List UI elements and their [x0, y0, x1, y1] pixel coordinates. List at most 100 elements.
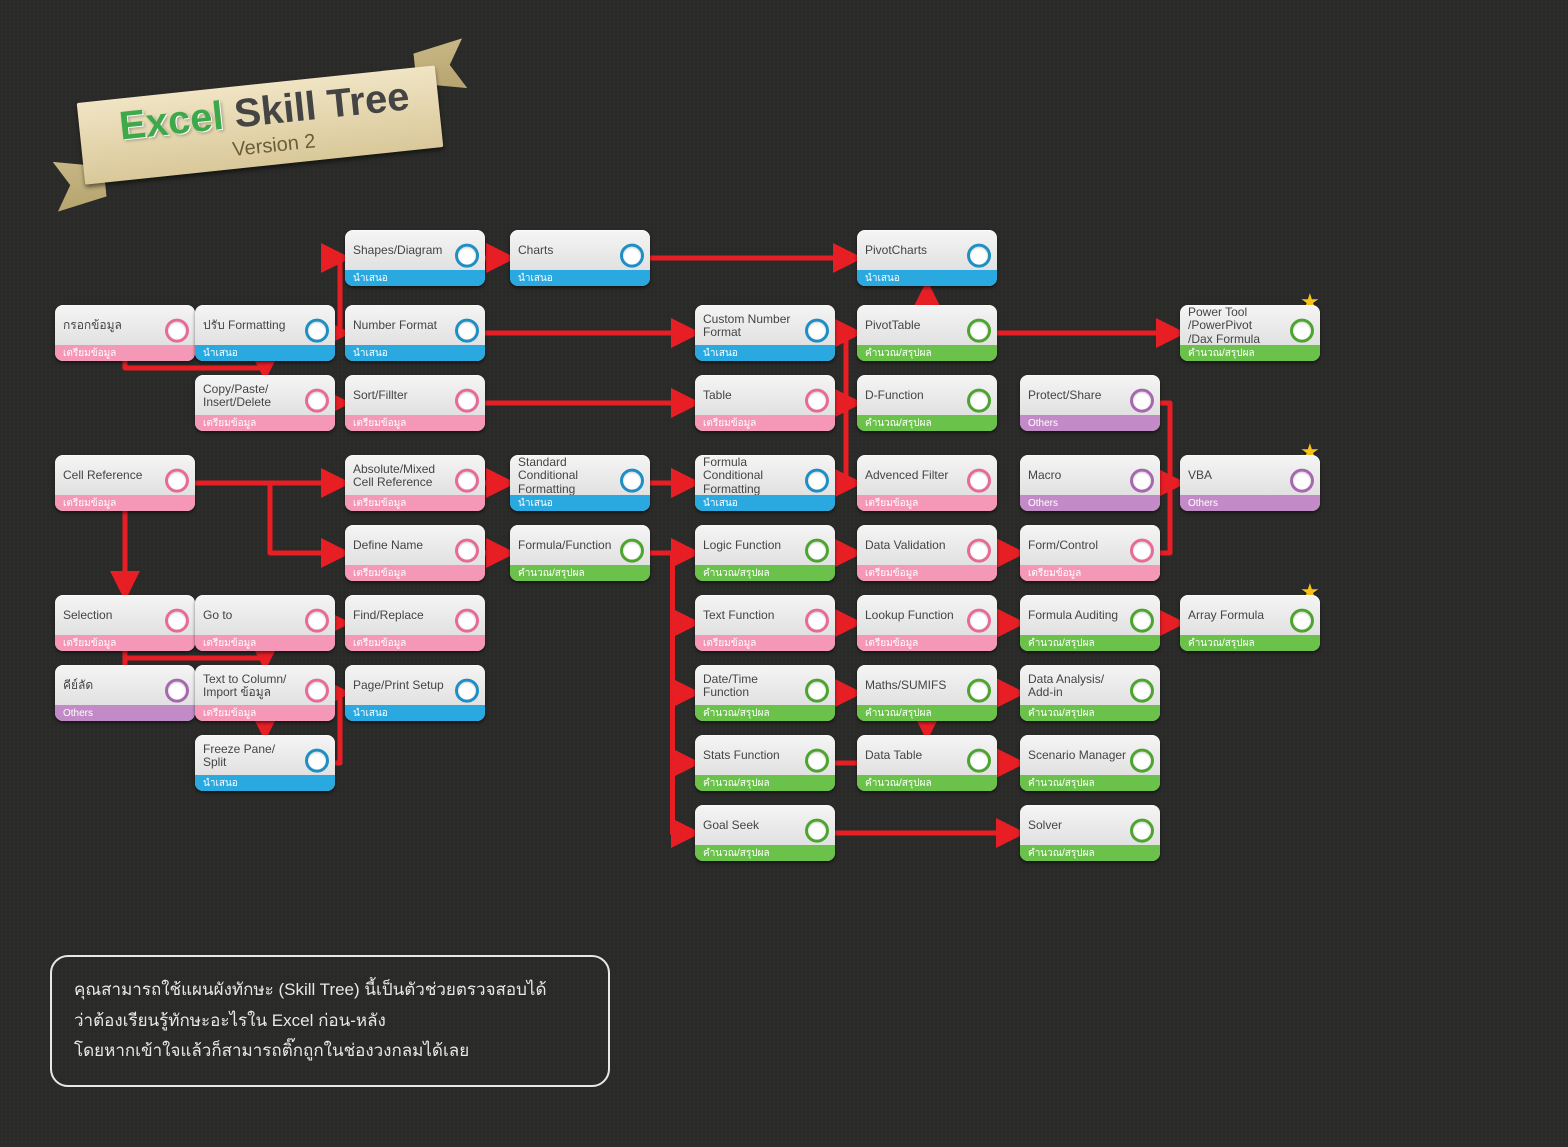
check-circle[interactable] — [305, 679, 329, 703]
check-circle[interactable] — [967, 539, 991, 563]
skill-node: Data Analysis/ Add-inคำนวณ/สรุปผล — [1020, 665, 1160, 721]
skill-node: ปรับ Formattingนำเสนอ — [195, 305, 335, 361]
check-circle[interactable] — [455, 679, 479, 703]
node-label: Text Function — [703, 599, 805, 633]
node-label: Maths/SUMIFS — [865, 669, 967, 703]
skill-node: คีย์ลัดOthers — [55, 665, 195, 721]
skill-node: กรอกข้อมูลเตรียมข้อมูล — [55, 305, 195, 361]
node-label: VBA — [1188, 459, 1290, 493]
node-category: เตรียมข้อมูล — [857, 565, 997, 581]
check-circle[interactable] — [1290, 609, 1314, 633]
check-circle[interactable] — [165, 319, 189, 343]
skill-node: Shapes/Diagramนำเสนอ — [345, 230, 485, 286]
check-circle[interactable] — [1290, 319, 1314, 343]
check-circle[interactable] — [455, 469, 479, 493]
check-circle[interactable] — [165, 609, 189, 633]
skill-node: Formula/Functionคำนวณ/สรุปผล — [510, 525, 650, 581]
check-circle[interactable] — [967, 609, 991, 633]
check-circle[interactable] — [967, 319, 991, 343]
node-category: นำเสนอ — [857, 270, 997, 286]
check-circle[interactable] — [620, 469, 644, 493]
edge — [195, 483, 345, 553]
check-circle[interactable] — [455, 609, 479, 633]
node-label: Macro — [1028, 459, 1130, 493]
check-circle[interactable] — [967, 749, 991, 773]
check-circle[interactable] — [305, 749, 329, 773]
check-circle[interactable] — [620, 244, 644, 268]
check-circle[interactable] — [805, 679, 829, 703]
node-label: Custom Number Format — [703, 309, 805, 343]
skill-node: Define Nameเตรียมข้อมูล — [345, 525, 485, 581]
check-circle[interactable] — [967, 679, 991, 703]
node-category: คำนวณ/สรุปผล — [695, 565, 835, 581]
check-circle[interactable] — [455, 539, 479, 563]
skill-node: Sort/Fillterเตรียมข้อมูล — [345, 375, 485, 431]
node-label: กรอกข้อมูล — [63, 309, 165, 343]
check-circle[interactable] — [805, 539, 829, 563]
node-category: Others — [1020, 495, 1160, 511]
check-circle[interactable] — [967, 244, 991, 268]
node-label: Date/Time Function — [703, 669, 805, 703]
skill-node: Maths/SUMIFSคำนวณ/สรุปผล — [857, 665, 997, 721]
node-category: คำนวณ/สรุปผล — [1180, 635, 1320, 651]
check-circle[interactable] — [305, 609, 329, 633]
node-label: Logic Function — [703, 529, 805, 563]
node-category: คำนวณ/สรุปผล — [857, 775, 997, 791]
check-circle[interactable] — [1290, 469, 1314, 493]
check-circle[interactable] — [967, 469, 991, 493]
node-label: Cell Reference — [63, 459, 165, 493]
check-circle[interactable] — [805, 819, 829, 843]
node-category: คำนวณ/สรุปผล — [857, 345, 997, 361]
check-circle[interactable] — [455, 389, 479, 413]
node-category: คำนวณ/สรุปผล — [510, 565, 650, 581]
check-circle[interactable] — [805, 469, 829, 493]
node-label: Absolute/Mixed Cell Reference — [353, 459, 455, 493]
check-circle[interactable] — [805, 389, 829, 413]
node-label: Array Formula — [1188, 599, 1290, 633]
skill-node: Formula Auditingคำนวณ/สรุปผล — [1020, 595, 1160, 651]
check-circle[interactable] — [1130, 679, 1154, 703]
check-circle[interactable] — [455, 319, 479, 343]
check-circle[interactable] — [805, 319, 829, 343]
skill-node: Goal Seekคำนวณ/สรุปผล — [695, 805, 835, 861]
skill-node: Data Tableคำนวณ/สรุปผล — [857, 735, 997, 791]
check-circle[interactable] — [1130, 389, 1154, 413]
check-circle[interactable] — [305, 319, 329, 343]
node-category: คำนวณ/สรุปผล — [695, 845, 835, 861]
check-circle[interactable] — [1130, 609, 1154, 633]
node-label: ปรับ Formatting — [203, 309, 305, 343]
edge — [1160, 483, 1180, 553]
edge — [1160, 403, 1180, 483]
check-circle[interactable] — [805, 749, 829, 773]
info-line: โดยหากเข้าใจแล้วก็สามารถติ๊กถูกในช่องวงก… — [74, 1036, 586, 1067]
skill-node: Array Formula คำนวณ/สรุปผล — [1180, 595, 1320, 651]
node-label: Go to — [203, 599, 305, 633]
check-circle[interactable] — [805, 609, 829, 633]
node-category: เตรียมข้อมูล — [345, 635, 485, 651]
check-circle[interactable] — [620, 539, 644, 563]
edge — [835, 333, 857, 403]
check-circle[interactable] — [305, 389, 329, 413]
check-circle[interactable] — [1130, 749, 1154, 773]
check-circle[interactable] — [967, 389, 991, 413]
skill-node: Form/Control เตรียมข้อมูล — [1020, 525, 1160, 581]
node-category: เตรียมข้อมูล — [695, 635, 835, 651]
node-label: Text to Column/ Import ข้อมูล — [203, 669, 305, 703]
node-label: Page/Print Setup — [353, 669, 455, 703]
check-circle[interactable] — [1130, 539, 1154, 563]
check-circle[interactable] — [455, 244, 479, 268]
skill-node: Logic Function คำนวณ/สรุปผล — [695, 525, 835, 581]
info-line: คุณสามารถใช้แผนผังทักษะ (Skill Tree) นี้… — [74, 975, 586, 1006]
skill-node: Protect/ShareOthers — [1020, 375, 1160, 431]
check-circle[interactable] — [1130, 469, 1154, 493]
node-label: D-Function — [865, 379, 967, 413]
check-circle[interactable] — [165, 469, 189, 493]
check-circle[interactable] — [1130, 819, 1154, 843]
node-category: เตรียมข้อมูล — [1020, 565, 1160, 581]
skill-node: Power Tool /PowerPivot /Dax Formulaคำนวณ… — [1180, 305, 1320, 361]
node-category: Others — [1020, 415, 1160, 431]
node-category: นำเสนอ — [695, 495, 835, 511]
check-circle[interactable] — [165, 679, 189, 703]
node-category: คำนวณ/สรุปผล — [1020, 775, 1160, 791]
node-label: Form/Control — [1028, 529, 1130, 563]
